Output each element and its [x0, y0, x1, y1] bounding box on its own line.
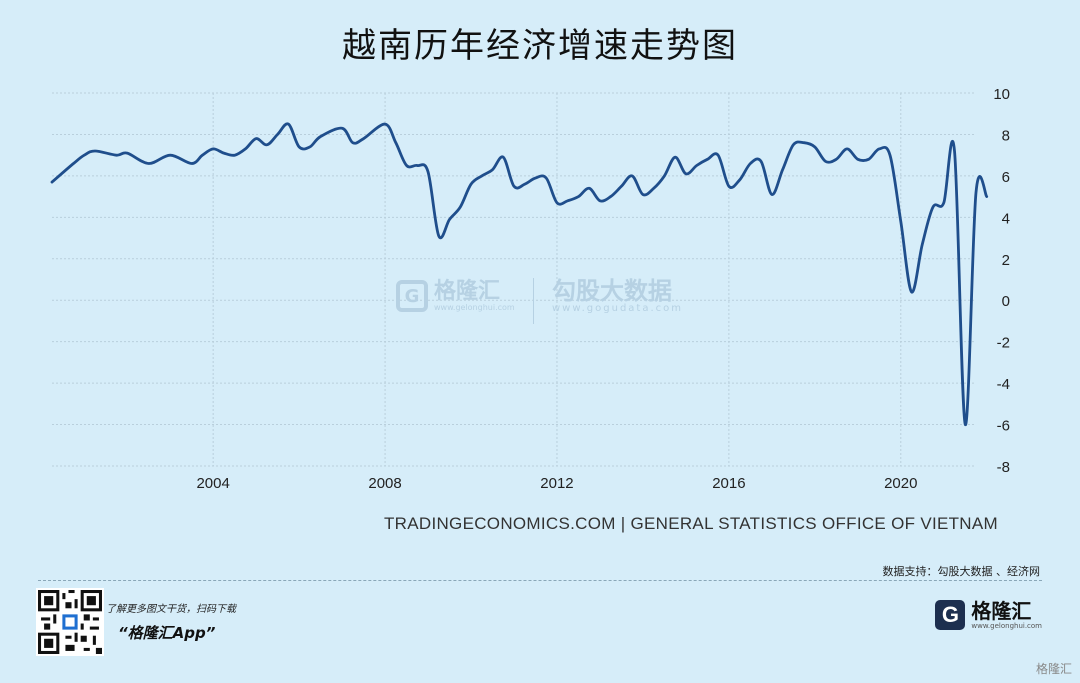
x-tick-label: 2016: [712, 475, 745, 492]
watermark-right-url: www.gogudata.com: [552, 303, 684, 314]
y-tick-label: -6: [997, 418, 1010, 435]
promo-text: 了解更多图文干货，扫码下载: [106, 604, 236, 615]
y-tick-label: -8: [997, 459, 1010, 476]
y-tick-label: 2: [1002, 252, 1010, 269]
promo-app-name: “格隆汇App”: [118, 624, 216, 642]
qr-code-icon[interactable]: [36, 588, 104, 656]
watermark-right-name: 勾股大数据: [552, 277, 672, 305]
x-tick-label: 2008: [368, 475, 401, 492]
watermark-left-url: www.gelonghui.com: [434, 302, 515, 312]
tick-labels: -8 -6 -4 -2 0 2 4 6 8 10 2004 2008 2012 2016 2020: [196, 86, 1010, 492]
series-lines: [50, 122, 989, 427]
chart-source: TRADINGECONOMICS.COM | GENERAL STATISTIC…: [383, 514, 998, 533]
y-tick-label: 6: [1002, 169, 1010, 186]
x-tick-label: 2004: [196, 475, 229, 492]
brand-g-icon: G: [935, 600, 966, 630]
gdp-growth-line: [50, 122, 989, 427]
x-tick-label: 2020: [884, 475, 917, 492]
watermark-gogudata: 勾股大数据 www.gogudata.com: [552, 277, 684, 314]
footer-divider: [38, 580, 1042, 581]
watermark-left-name: 格隆汇: [434, 278, 501, 304]
x-tick-label: 2012: [540, 475, 573, 492]
y-tick-label: -4: [997, 376, 1010, 393]
corner-watermark: 格隆汇: [1035, 662, 1072, 676]
data-support-note: 数据支持：勾股大数据 、经济网: [882, 565, 1041, 578]
brand-url: www.gelonghui.com: [971, 621, 1042, 630]
y-tick-label: 8: [1002, 127, 1010, 144]
watermark-g-icon: G: [396, 280, 428, 312]
watermark-separator: [533, 278, 534, 324]
watermark-gelonghui: G 格隆汇 www.gelonghui.com: [396, 280, 515, 312]
gridlines: [52, 92, 976, 467]
brand-logo: G 格隆汇 www.gelonghui.com: [935, 600, 1042, 630]
y-tick-label: 10: [993, 86, 1010, 103]
brand-name: 格隆汇: [971, 598, 1032, 623]
y-tick-label: 4: [1002, 210, 1010, 227]
chart-title: 越南历年经济增速走势图: [342, 26, 738, 66]
y-tick-label: 0: [1002, 293, 1010, 310]
y-tick-label: -2: [997, 335, 1010, 352]
